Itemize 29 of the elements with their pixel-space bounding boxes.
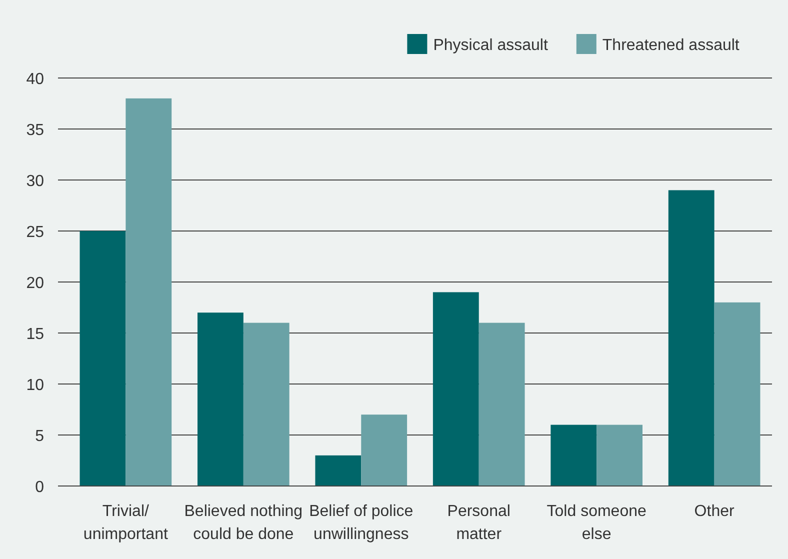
y-tick-label: 15 xyxy=(26,326,44,343)
bar xyxy=(668,190,714,486)
bar xyxy=(478,322,525,486)
bar xyxy=(550,424,597,486)
bar xyxy=(243,322,290,486)
y-tick-label: 35 xyxy=(26,122,44,139)
x-tick-label: Trivial/ unimportant xyxy=(83,503,168,543)
x-tick-label: Believed nothing could be done xyxy=(184,503,303,543)
bar xyxy=(80,231,126,486)
y-tick-label: 20 xyxy=(26,275,44,292)
y-tick-label: 25 xyxy=(26,224,44,241)
bar xyxy=(198,312,244,486)
y-tick-label: 30 xyxy=(26,173,44,190)
bar xyxy=(315,455,362,486)
x-tick-label: Other xyxy=(694,503,735,520)
x-tick-label: Belief of police unwillingness xyxy=(309,503,414,543)
bar xyxy=(361,414,408,486)
legend-label: Threatened assault xyxy=(602,37,740,54)
y-tick-label: 0 xyxy=(35,479,44,496)
y-tick-label: 5 xyxy=(35,428,44,445)
y-tick-label: 10 xyxy=(26,377,44,394)
bar xyxy=(714,302,760,486)
y-tick-label: 40 xyxy=(26,71,44,88)
bar xyxy=(126,98,172,486)
x-tick-label: Told someone else xyxy=(546,503,646,543)
bar xyxy=(432,292,479,486)
legend-label: Physical assault xyxy=(433,37,548,54)
x-tick-label: Personal matter xyxy=(447,503,510,543)
bar xyxy=(596,424,642,486)
